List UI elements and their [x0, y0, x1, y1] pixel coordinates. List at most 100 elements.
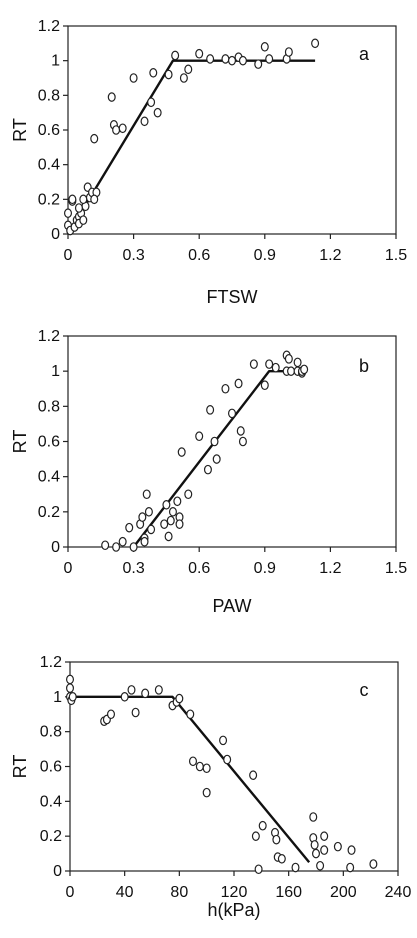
y-tick-label: 1 [51, 53, 60, 70]
plot-frame [69, 661, 399, 872]
x-tick-label: 0.9 [254, 560, 276, 577]
data-point [140, 116, 149, 127]
data-point [138, 512, 147, 522]
y-tick-label: 0.4 [40, 793, 62, 810]
data-point [316, 860, 325, 871]
data-point [131, 707, 140, 718]
data-point [312, 848, 321, 859]
data-point [206, 54, 215, 64]
data-point [320, 845, 329, 855]
chart-panel-a: 0 0.2 0.4 0.6 0.8 1 1.2 0 0.3 0.6 0.9 1.2 1.5 FTSW RT a [10, 18, 407, 307]
y-tick-label: 1.2 [38, 328, 60, 345]
data-point [90, 133, 99, 144]
data-point [149, 68, 158, 78]
data-point [79, 215, 88, 225]
y-tick-label: 0.4 [38, 157, 60, 174]
data-point [195, 48, 204, 59]
data-point [236, 426, 245, 436]
data-point [300, 364, 309, 375]
data-point [320, 831, 329, 841]
fit-line [66, 59, 316, 235]
data-point [221, 54, 230, 64]
x-tick-label: 0 [66, 884, 75, 901]
y-tick-label: 0.6 [38, 122, 60, 139]
data-point [219, 735, 228, 746]
data-point [140, 536, 149, 547]
data-point [142, 489, 151, 500]
data-point [177, 447, 186, 457]
data-point [249, 770, 258, 781]
data-point [65, 674, 74, 685]
plot-frame [67, 335, 397, 548]
y-tick-label: 1 [53, 689, 62, 706]
data-point [65, 683, 74, 693]
y-tick-label: 1.2 [40, 654, 62, 671]
x-tick-label: 40 [116, 884, 134, 901]
x-tick-label: 200 [330, 884, 357, 901]
data-point [271, 362, 280, 373]
x-tick-label: 0 [64, 247, 73, 264]
data-point [79, 194, 88, 205]
data-point [210, 436, 219, 447]
data-point [129, 73, 138, 83]
y-axis-label: RT [10, 430, 30, 454]
y-tick-label: 0.6 [38, 434, 60, 451]
y-tick-label: 0.8 [38, 398, 60, 415]
x-tick-label: 0.6 [188, 247, 210, 264]
x-axis-label: FTSW [207, 287, 258, 307]
data-point [144, 507, 153, 517]
data-point [249, 359, 258, 369]
data-point [127, 685, 136, 695]
data-point [164, 69, 173, 80]
data-point [258, 820, 267, 831]
data-point [120, 692, 129, 702]
x-tick-label: 1.5 [385, 247, 407, 264]
data-point [254, 864, 263, 875]
y-tick-label: 0.2 [40, 828, 62, 845]
x-tick-label: 0.6 [188, 560, 210, 577]
y-tick-label: 0.8 [38, 87, 60, 104]
data-point [260, 41, 269, 52]
data-point [101, 540, 110, 551]
data-point [238, 436, 247, 447]
x-tick-label: 0.9 [254, 247, 276, 264]
x-tick-label: 120 [221, 884, 248, 901]
panel-label: c [360, 680, 369, 700]
data-point [265, 359, 274, 369]
x-tick-label: 0 [64, 560, 73, 577]
data-point [195, 761, 204, 772]
data-point [168, 507, 177, 517]
data-point [74, 203, 83, 213]
data-point [171, 50, 180, 61]
data-point [346, 862, 355, 873]
data-point [228, 408, 237, 419]
data-point [311, 38, 320, 49]
data-point [175, 519, 184, 529]
data-point [254, 59, 263, 69]
data-point [284, 354, 293, 364]
x-tick-label: 240 [385, 884, 412, 901]
data-point [175, 693, 184, 704]
y-tick-label: 0.4 [38, 469, 60, 486]
data-point [147, 97, 156, 108]
y-tick-label: 0.2 [38, 504, 60, 521]
data-point [195, 431, 204, 442]
data-point [166, 515, 175, 526]
y-tick-label: 1.2 [38, 18, 60, 35]
data-point [118, 536, 127, 547]
x-axis-label: PAW [213, 596, 252, 616]
data-point [310, 840, 319, 850]
panel-label: a [359, 44, 370, 64]
data-point [272, 834, 281, 845]
data-point [238, 55, 247, 66]
data-point [203, 464, 212, 475]
data-point [184, 489, 193, 500]
x-tick-label: 0.3 [122, 247, 144, 264]
data-point [90, 194, 99, 205]
data-point [347, 845, 356, 855]
y-tick-label: 0.6 [40, 759, 62, 776]
data-point [118, 123, 127, 134]
y-tick-label: 1 [51, 363, 60, 380]
data-point [186, 709, 195, 720]
data-point [125, 522, 134, 533]
